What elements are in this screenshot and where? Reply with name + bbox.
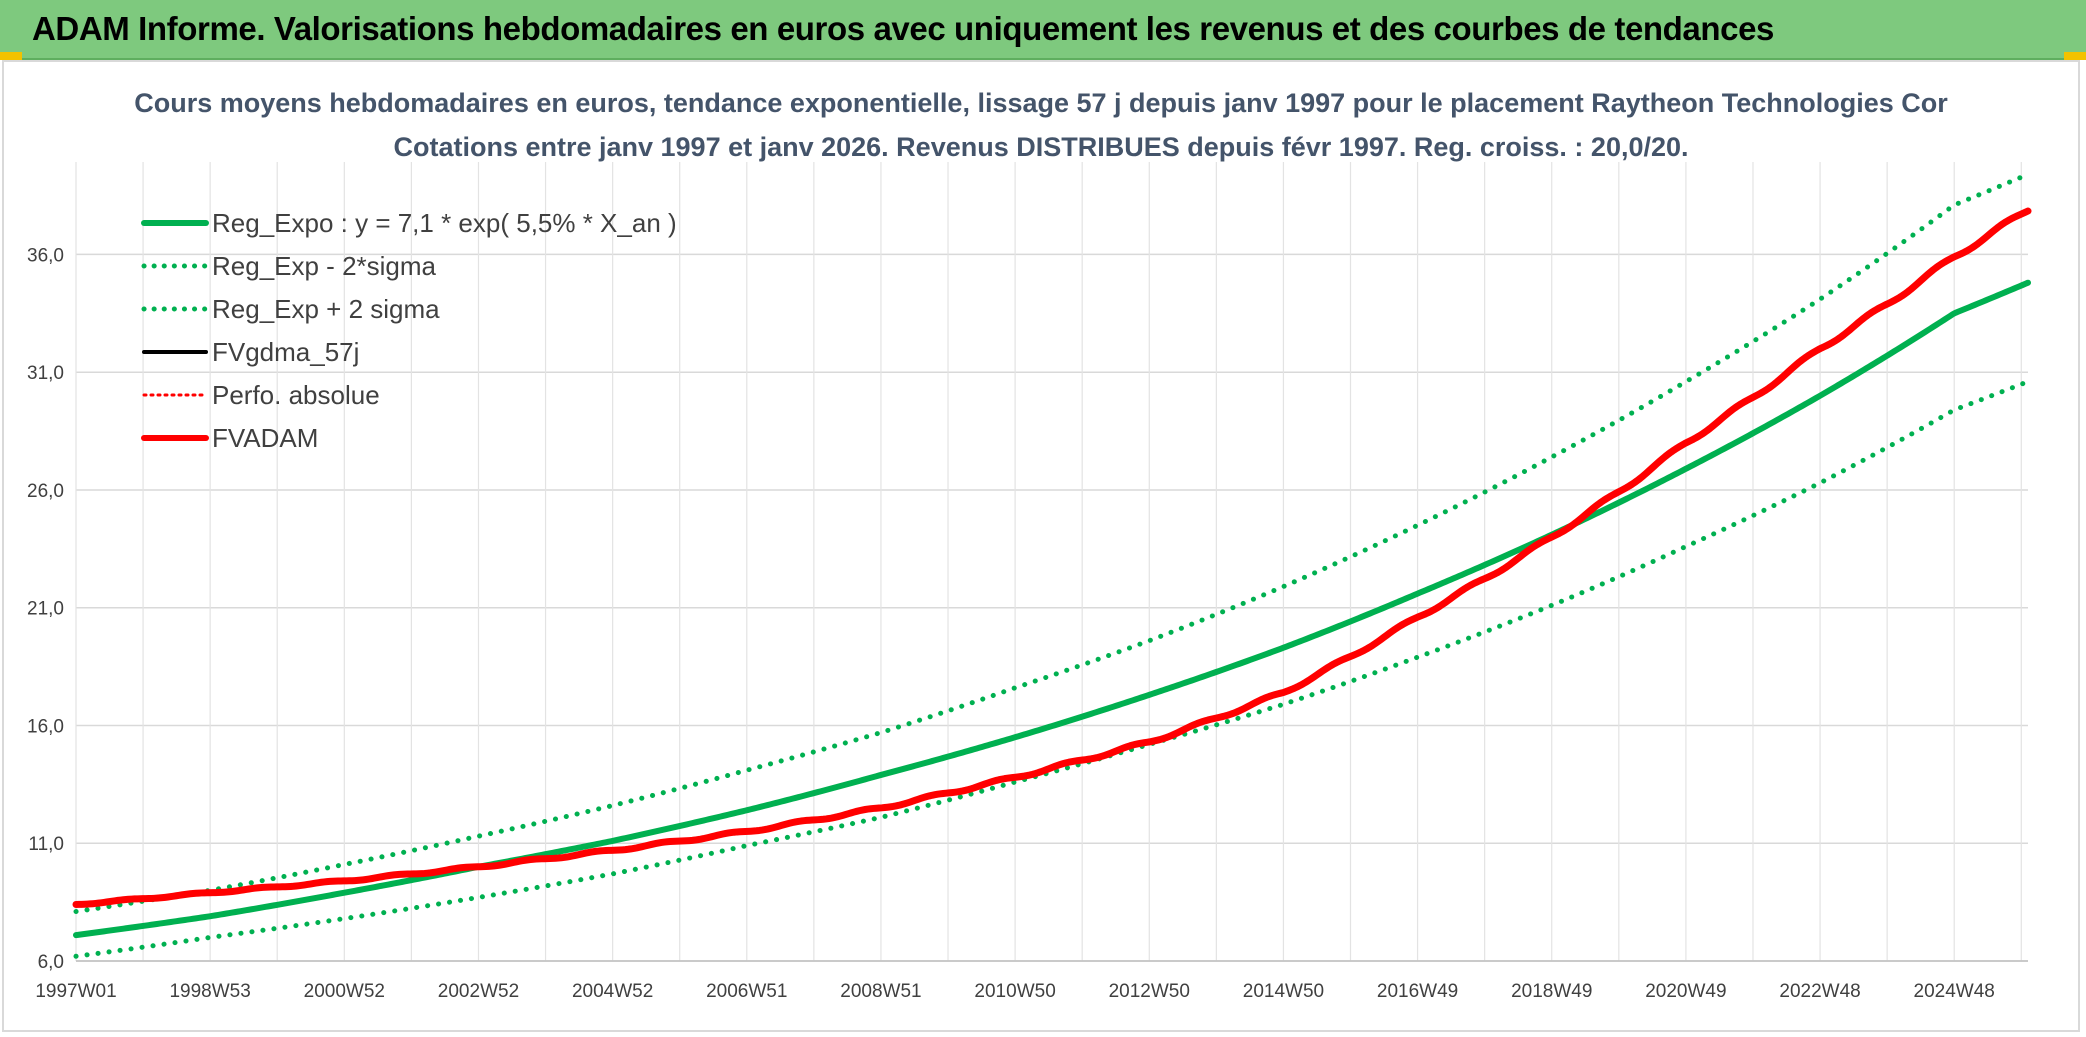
series-reg-exp-plus-2sigma-line bbox=[73, 171, 2031, 915]
x-tick-label: 2022W48 bbox=[1779, 981, 1860, 1002]
x-tick-label: 2002W52 bbox=[438, 981, 519, 1002]
legend-label: Reg_Expo : y = 7,1 * exp( 5,5% * X_an ) bbox=[212, 208, 677, 238]
legend-label: Reg_Exp - 2*sigma bbox=[212, 251, 437, 281]
y-tick-label: 21,0 bbox=[27, 599, 64, 620]
chart-title: Cours moyens hebdomadaires en euros, ten… bbox=[134, 88, 1948, 162]
x-tick-label: 2000W52 bbox=[304, 981, 385, 1002]
y-tick-label: 11,0 bbox=[28, 834, 64, 855]
x-axis-ticks: 1997W01 1998W53 2000W52 2002W52 2004W52 2006W… bbox=[35, 981, 1995, 1002]
y-tick-label: 31,0 bbox=[27, 363, 64, 384]
legend-label: FVADAM bbox=[212, 423, 318, 453]
chart-title-line-1: Cours moyens hebdomadaires en euros, ten… bbox=[134, 88, 1948, 118]
report-title: ADAM Informe. Valorisations hebdomadaire… bbox=[32, 10, 1774, 47]
report-banner: ADAM Informe. Valorisations hebdomadaire… bbox=[0, 0, 2086, 60]
x-tick-label: 2006W51 bbox=[706, 981, 787, 1002]
y-tick-label: 16,0 bbox=[27, 716, 64, 737]
legend-label: FVgdma_57j bbox=[212, 337, 359, 367]
y-tick-label: 36,0 bbox=[27, 245, 64, 266]
series-group bbox=[72, 171, 2032, 959]
legend-label: Reg_Exp + 2 sigma bbox=[212, 294, 440, 324]
x-tick-label: 2008W51 bbox=[840, 981, 921, 1002]
x-tick-label: 2004W52 bbox=[572, 981, 653, 1002]
x-tick-label: 2014W50 bbox=[1243, 981, 1324, 1002]
x-tick-label: 1997W01 bbox=[35, 981, 116, 1002]
x-tick-label: 2018W49 bbox=[1511, 981, 1592, 1002]
legend-label: Perfo. absolue bbox=[212, 380, 380, 410]
chart-title-line-2: Cotations entre janv 1997 et janv 2026. … bbox=[393, 132, 1688, 162]
series-fvadam-line bbox=[72, 207, 2032, 908]
y-tick-label: 26,0 bbox=[27, 481, 64, 502]
x-tick-label: 1998W53 bbox=[169, 981, 250, 1002]
grid bbox=[75, 162, 2028, 962]
x-tick-label: 2012W50 bbox=[1109, 981, 1190, 1002]
y-axis-ticks: 6,0 11,0 16,0 21,0 26,0 31,0 36,0 bbox=[27, 245, 64, 973]
x-tick-label: 2016W49 bbox=[1377, 981, 1458, 1002]
chart-frame: Cours moyens hebdomadaires en euros, ten… bbox=[2, 60, 2080, 1032]
series-reg-expo-line bbox=[73, 279, 2031, 939]
y-tick-label: 6,0 bbox=[38, 952, 64, 973]
x-tick-label: 2020W49 bbox=[1645, 981, 1726, 1002]
corner-accent-left bbox=[0, 52, 22, 60]
x-tick-label: 2024W48 bbox=[1914, 981, 1995, 1002]
series-reg-exp-minus-2sigma-line bbox=[73, 379, 2031, 959]
valuation-line-chart: Cours moyens hebdomadaires en euros, ten… bbox=[27, 88, 2032, 1002]
x-tick-label: 2010W50 bbox=[974, 981, 1055, 1002]
legend: Reg_Expo : y = 7,1 * exp( 5,5% * X_an ) R… bbox=[141, 208, 677, 453]
corner-accent-right bbox=[2064, 52, 2086, 60]
